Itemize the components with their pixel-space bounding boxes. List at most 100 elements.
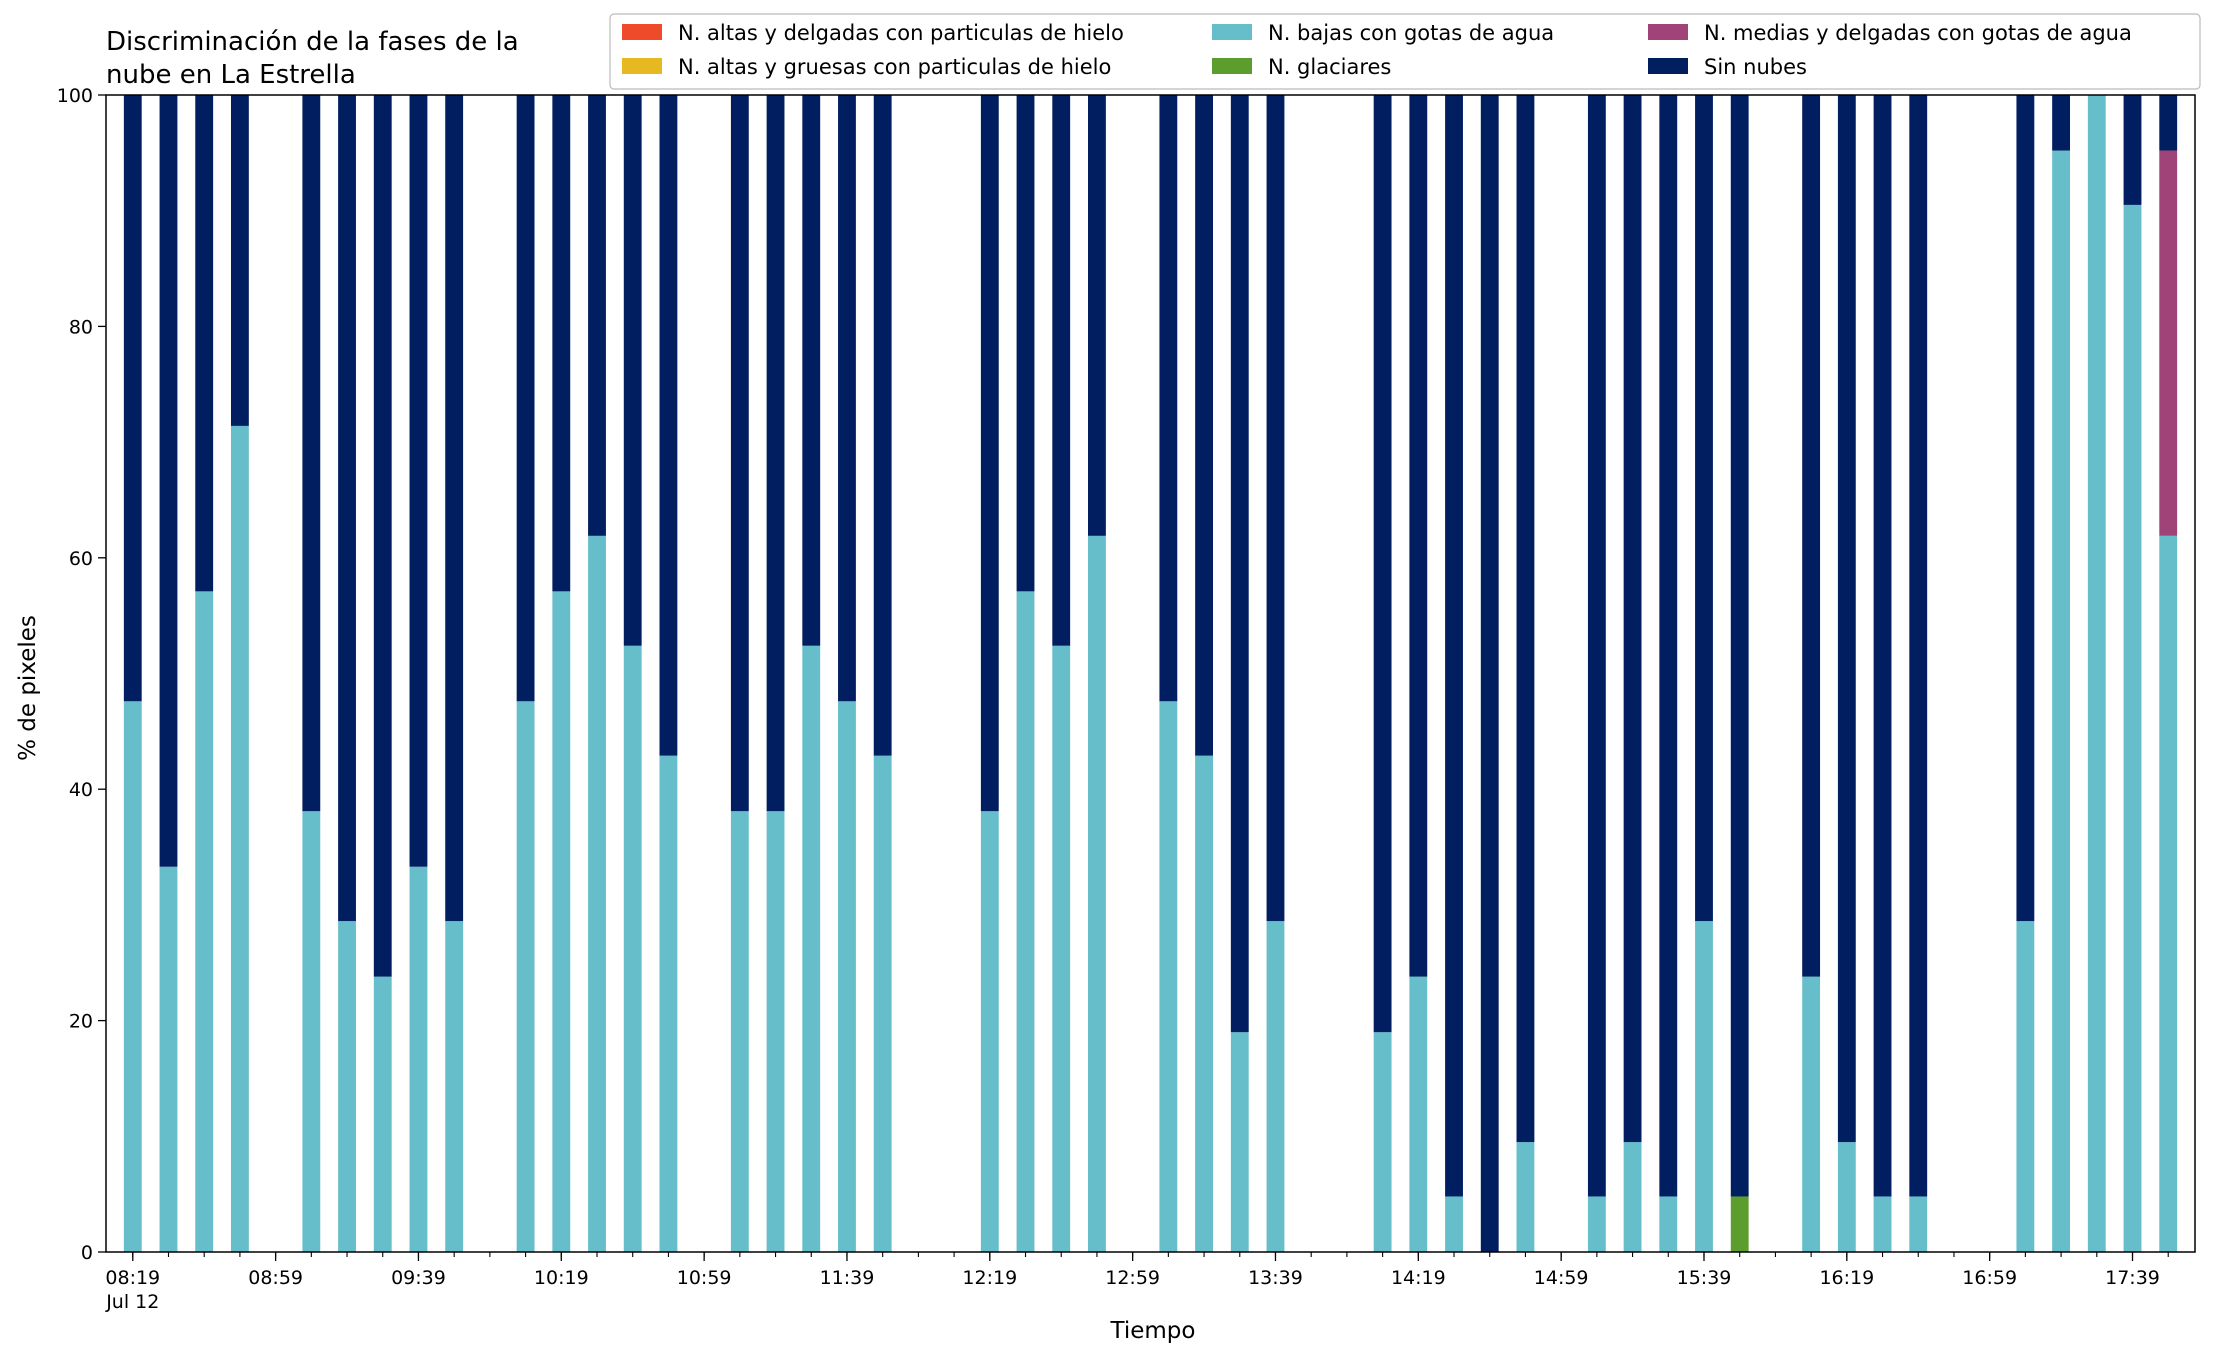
x-tick-label-12: 16:19 bbox=[1819, 1267, 1874, 1289]
bar-sin-nubes-20 bbox=[1016, 95, 1035, 592]
bar-bajas-15 bbox=[766, 811, 785, 1252]
legend-swatch-4 bbox=[1648, 24, 1688, 40]
bar-bajas-4 bbox=[302, 811, 321, 1252]
x-tick-label-4: 10:59 bbox=[677, 1267, 732, 1289]
bar-sin-nubes-17 bbox=[838, 95, 856, 702]
bar-bajas-28 bbox=[1409, 976, 1428, 1252]
bar-bajas-34 bbox=[1659, 1196, 1678, 1252]
legend-label-2: N. bajas con gotas de agua bbox=[1268, 21, 1554, 45]
x-tick-label-13: 16:59 bbox=[1962, 1267, 2017, 1289]
bar-sin-nubes-44 bbox=[2123, 95, 2142, 205]
legend-label-1: N. altas y gruesas con particulas de hie… bbox=[678, 55, 1111, 79]
bar-bajas-41 bbox=[2016, 921, 2035, 1252]
x-tick-label-6: 12:19 bbox=[962, 1267, 1017, 1289]
x-tick-label-2: 09:39 bbox=[391, 1267, 446, 1289]
x-tick-label-7: 12:59 bbox=[1105, 1267, 1160, 1289]
bar-sin-nubes-19 bbox=[980, 95, 999, 812]
bar-bajas-35 bbox=[1695, 921, 1713, 1252]
bar-sin-nubes-29 bbox=[1445, 95, 1463, 1197]
bar-bajas-16 bbox=[802, 645, 821, 1252]
bar-bajas-25 bbox=[1230, 1032, 1249, 1252]
bar-bajas-12 bbox=[623, 645, 642, 1252]
x-tick-label-9: 14:19 bbox=[1391, 1267, 1446, 1289]
bar-sin-nubes-24 bbox=[1195, 95, 1213, 756]
legend-box bbox=[609, 13, 2201, 90]
bar-bajas-5 bbox=[338, 921, 356, 1252]
bar-bajas-7 bbox=[409, 866, 428, 1252]
bar-sin-nubes-40 bbox=[1909, 95, 1928, 1197]
x-tick-label-1: 08:59 bbox=[248, 1267, 303, 1289]
bar-bajas-18 bbox=[873, 755, 892, 1252]
bar-bajas-37 bbox=[1802, 976, 1821, 1252]
bar-bajas-42 bbox=[2052, 150, 2071, 1252]
bar-sin-nubes-9 bbox=[516, 95, 535, 702]
bar-bajas-11 bbox=[588, 535, 606, 1252]
bar-bajas-23 bbox=[1159, 701, 1178, 1252]
x-tick-label-5: 11:39 bbox=[820, 1267, 875, 1289]
bar-sin-nubes-28 bbox=[1409, 95, 1428, 977]
bar-bajas-26 bbox=[1266, 921, 1285, 1252]
x-date-label: Jul 12 bbox=[105, 1291, 159, 1313]
bar-sin-nubes-2 bbox=[195, 95, 214, 592]
bar-bajas-2 bbox=[195, 591, 214, 1252]
chart-title-line-1: Discriminación de la fases de la bbox=[106, 27, 519, 57]
bar-bajas-45 bbox=[2159, 535, 2178, 1252]
y-tick-label-0: 0 bbox=[81, 1242, 93, 1264]
bar-bajas-17 bbox=[838, 701, 856, 1252]
bar-bajas-10 bbox=[552, 591, 571, 1252]
bar-bajas-8 bbox=[445, 921, 464, 1252]
bar-bajas-32 bbox=[1587, 1196, 1606, 1252]
bar-sin-nubes-13 bbox=[659, 95, 678, 756]
bar-sin-nubes-6 bbox=[373, 95, 392, 977]
bar-sin-nubes-34 bbox=[1659, 95, 1678, 1197]
bar-sin-nubes-31 bbox=[1516, 95, 1535, 1143]
bar-sin-nubes-1 bbox=[159, 95, 178, 867]
bar-bajas-39 bbox=[1873, 1196, 1892, 1252]
bar-sin-nubes-5 bbox=[338, 95, 356, 922]
bar-sin-nubes-8 bbox=[445, 95, 464, 922]
bar-sin-nubes-36 bbox=[1730, 95, 1749, 1197]
bar-sin-nubes-4 bbox=[302, 95, 321, 812]
bar-sin-nubes-16 bbox=[802, 95, 821, 646]
y-tick-label-2: 40 bbox=[69, 779, 93, 801]
bar-sin-nubes-22 bbox=[1088, 95, 1106, 536]
bar-bajas-40 bbox=[1909, 1196, 1928, 1252]
bar-sin-nubes-35 bbox=[1695, 95, 1713, 922]
bar-bajas-1 bbox=[159, 866, 178, 1252]
bar-bajas-14 bbox=[730, 811, 749, 1252]
legend-label-0: N. altas y delgadas con particulas de hi… bbox=[678, 21, 1124, 45]
x-tick-label-8: 13:39 bbox=[1248, 1267, 1303, 1289]
bar-bajas-0 bbox=[123, 701, 142, 1252]
y-axis-label: % de pixeles bbox=[15, 615, 41, 761]
legend-label-3: N. glaciares bbox=[1268, 55, 1391, 79]
legend-swatch-0 bbox=[622, 24, 662, 40]
bar-sin-nubes-42 bbox=[2052, 95, 2071, 151]
bar-bajas-29 bbox=[1445, 1196, 1463, 1252]
bar-bajas-21 bbox=[1052, 645, 1071, 1252]
bar-bajas-19 bbox=[980, 811, 999, 1252]
bar-sin-nubes-0 bbox=[123, 95, 142, 702]
legend-swatch-2 bbox=[1212, 24, 1252, 40]
bar-bajas-44 bbox=[2123, 204, 2142, 1252]
x-tick-label-10: 14:59 bbox=[1534, 1267, 1589, 1289]
axes-layer: 0 20 40 60 80 100 08:19 08:59 09:39 10:19 10:59 11:… bbox=[57, 85, 2196, 1313]
y-tick-label-3: 60 bbox=[69, 548, 93, 570]
bar-sin-nubes-25 bbox=[1230, 95, 1249, 1033]
legend-swatch-1 bbox=[622, 58, 662, 74]
bar-sin-nubes-15 bbox=[766, 95, 785, 812]
bar-bajas-22 bbox=[1088, 535, 1106, 1252]
bar-sin-nubes-3 bbox=[230, 95, 249, 426]
y-tick-label-4: 80 bbox=[69, 316, 93, 338]
y-tick-label-1: 20 bbox=[69, 1011, 93, 1033]
x-tick-label-0: 08:19 bbox=[105, 1267, 160, 1289]
legend-swatch-3 bbox=[1212, 58, 1252, 74]
legend: N. altas y delgadas con particulas de hi… bbox=[609, 13, 2201, 90]
legend-label-5: Sin nubes bbox=[1704, 55, 1807, 79]
bar-bajas-9 bbox=[516, 701, 535, 1252]
legend-swatch-5 bbox=[1648, 58, 1688, 74]
bar-glaciares-36 bbox=[1730, 1196, 1749, 1252]
legend-label-4: N. medias y delgadas con gotas de agua bbox=[1704, 21, 2132, 45]
bar-bajas-33 bbox=[1623, 1142, 1642, 1252]
bar-sin-nubes-39 bbox=[1873, 95, 1892, 1197]
y-tick-label-5: 100 bbox=[57, 85, 93, 107]
